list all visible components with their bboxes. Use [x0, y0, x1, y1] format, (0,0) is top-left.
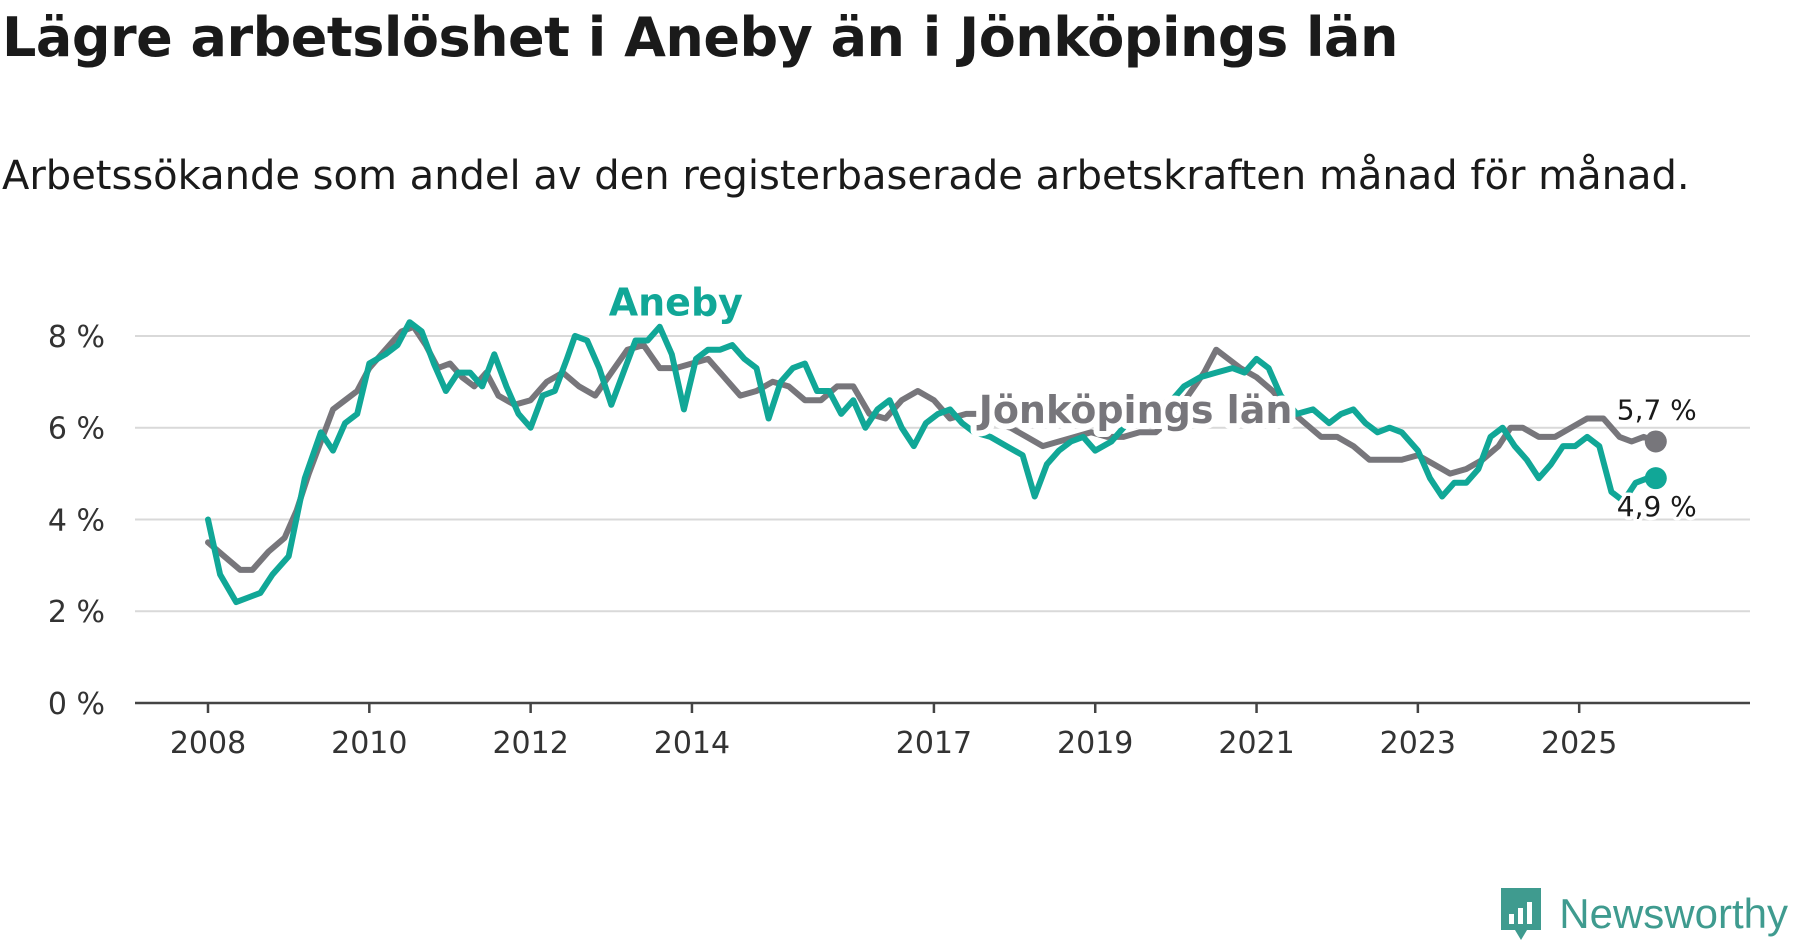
brand: Newsworthy: [1497, 884, 1788, 944]
series-label-jonkopings-lan: Jönköpings län: [976, 388, 1293, 432]
labels: 5,7 % 4,9 % Aneby Jönköpings län: [604, 276, 1700, 527]
x-tick-label-2010: 2010: [331, 726, 407, 761]
chart-subtitle: Arbetssökande som andel av den registerb…: [2, 153, 1690, 199]
end-point-aneby: [1644, 467, 1667, 490]
chart-title: Lägre arbetslöshet i Aneby än i Jönköpin…: [2, 6, 1398, 69]
y-tick-label-4: 4 %: [48, 503, 105, 538]
y-tick-label-8: 8 %: [48, 320, 105, 355]
x-tick-label-2025: 2025: [1541, 726, 1617, 761]
series: [205, 319, 1659, 606]
series-line-j-nk-pings-l-n: [205, 323, 1659, 573]
gridlines: [135, 334, 1750, 613]
y-tick-label-6: 6 %: [48, 412, 105, 447]
end-point-j-nk-pings-l-n: [1644, 430, 1667, 453]
series-label-aneby: Aneby: [609, 280, 743, 324]
x-tick-label-2023: 2023: [1380, 726, 1456, 761]
line-chart: 0 % 2 % 4 % 6 % 8 % 2008 2010 2012 2014 2017 2019 2…: [47, 276, 1750, 761]
end-label-aneby: 4,9 %: [1617, 490, 1697, 523]
series-line-aneby: [205, 319, 1659, 606]
y-tick-label-0: 0 %: [48, 687, 105, 722]
y-tick-label-2: 2 %: [48, 595, 105, 630]
x-tick-label-2014: 2014: [654, 726, 730, 761]
x-tick-label-2019: 2019: [1057, 726, 1133, 761]
end-label-jonkopings-lan: 5,7 %: [1617, 393, 1697, 426]
brand-name: Newsworthy: [1559, 890, 1788, 937]
axes: 0 % 2 % 4 % 6 % 8 % 2008 2010 2012 2014 2017 2019 2…: [48, 320, 1750, 761]
x-tick-label-2017: 2017: [896, 726, 972, 761]
newsworthy-logo-icon: [1501, 888, 1542, 940]
x-tick-label-2012: 2012: [492, 726, 568, 761]
x-tick-label-2008: 2008: [170, 726, 246, 761]
x-tick-label-2021: 2021: [1218, 726, 1294, 761]
